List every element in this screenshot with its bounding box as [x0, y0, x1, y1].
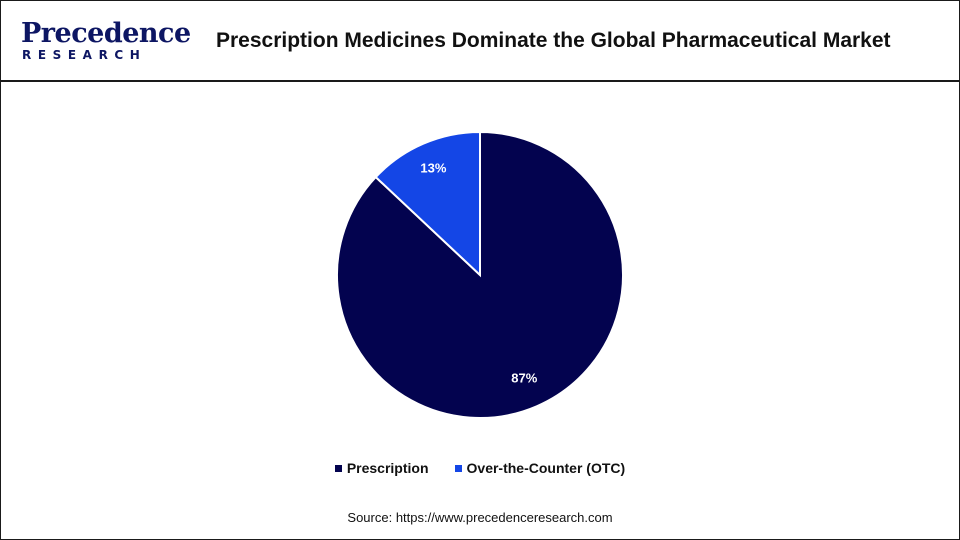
- precedence-research-logo: Precedence RESEARCH: [19, 19, 191, 63]
- data-label-otc: 13%: [420, 160, 446, 175]
- chart-legend: Prescription Over-the-Counter (OTC): [0, 460, 960, 476]
- legend-item-otc: Over-the-Counter (OTC): [454, 460, 626, 476]
- legend-label-prescription: Prescription: [346, 460, 429, 476]
- logo-tagline: RESEARCH: [22, 48, 147, 62]
- legend-swatch-otc: [454, 464, 462, 472]
- logo-wordmark: Precedence: [21, 18, 191, 49]
- source-citation: Source: https://www.precedenceresearch.c…: [347, 510, 613, 525]
- legend-item-prescription: Prescription: [334, 460, 429, 476]
- pie-slice-otc: [374, 130, 481, 278]
- legend-label-otc: Over-the-Counter (OTC): [466, 460, 626, 476]
- pie-slice-prescription: [336, 130, 624, 419]
- legend-swatch-prescription: [334, 464, 342, 472]
- data-label-prescription: 87%: [511, 370, 537, 385]
- chart-title: Prescription Medicines Dominate the Glob…: [216, 29, 891, 52]
- header: Precedence RESEARCH Prescription Medicin…: [1, 1, 959, 82]
